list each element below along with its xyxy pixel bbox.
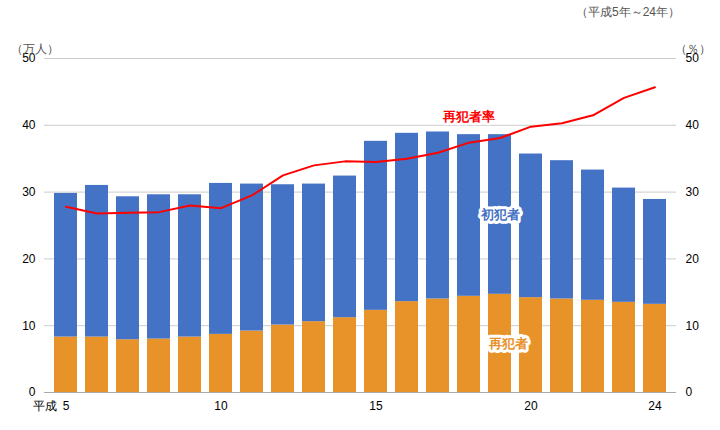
svg-text:（万人）: （万人） — [11, 42, 59, 56]
svg-text:5: 5 — [63, 399, 70, 413]
svg-text:20: 20 — [686, 252, 700, 266]
svg-text:40: 40 — [686, 118, 700, 132]
svg-text:20: 20 — [22, 252, 36, 266]
svg-text:30: 30 — [22, 185, 36, 199]
svg-text:再犯者: 再犯者 — [488, 336, 528, 351]
svg-text:40: 40 — [22, 118, 36, 132]
svg-text:（％）: （％） — [675, 42, 711, 56]
svg-text:0: 0 — [29, 385, 36, 399]
svg-text:24: 24 — [648, 399, 662, 413]
svg-text:再犯者率: 再犯者率 — [442, 109, 495, 124]
svg-text:10: 10 — [22, 319, 36, 333]
svg-text:50: 50 — [22, 51, 36, 66]
svg-text:10: 10 — [686, 319, 700, 333]
svg-text:初犯者: 初犯者 — [480, 207, 520, 222]
svg-text:30: 30 — [686, 185, 700, 199]
html-text:（平成5年～24年）: （平成5年～24年） — [576, 5, 680, 19]
svg-text:平成: 平成 — [33, 399, 57, 413]
svg-text:0: 0 — [686, 385, 693, 399]
svg-text:20: 20 — [524, 399, 538, 413]
svg-text:50: 50 — [685, 51, 699, 66]
svg-text:10: 10 — [214, 399, 228, 413]
svg-text:15: 15 — [369, 399, 383, 413]
